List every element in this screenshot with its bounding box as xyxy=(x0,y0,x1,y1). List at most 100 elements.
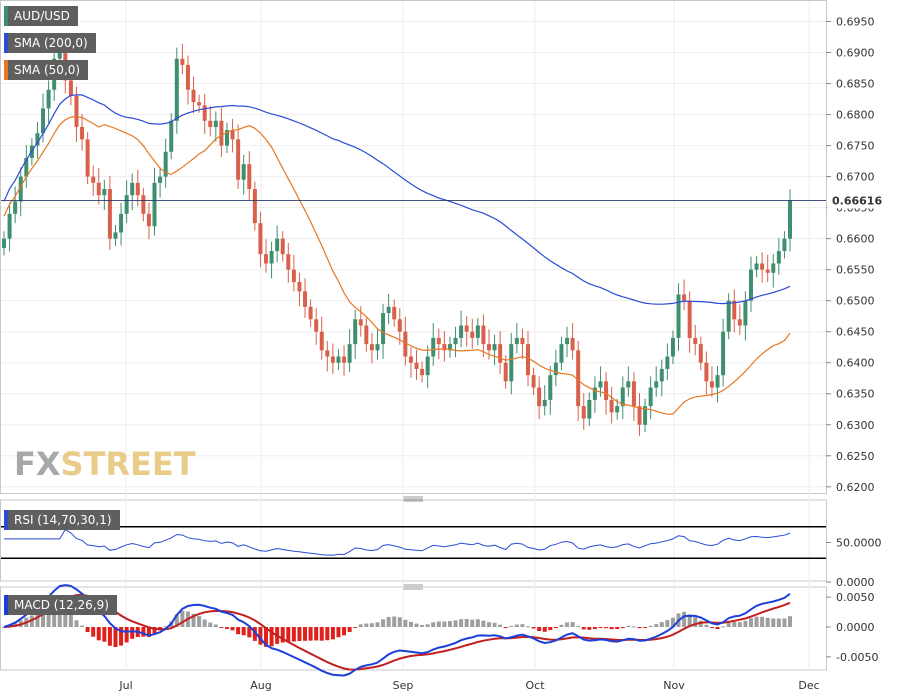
macd-histogram-bar xyxy=(637,627,642,629)
candle-body xyxy=(169,120,174,152)
legend-swatch-sma-200 xyxy=(4,33,8,53)
y-tick-label: 0.6350 xyxy=(836,388,875,401)
x-tick-label: Nov xyxy=(663,679,685,692)
macd-histogram-bar xyxy=(85,627,90,633)
candle-body xyxy=(414,362,419,369)
candle-body xyxy=(41,108,46,134)
macd-label: MACD (12,26,9) xyxy=(4,595,117,615)
candle-body xyxy=(693,337,698,345)
candle-body xyxy=(124,195,129,214)
macd-histogram-bar xyxy=(397,617,402,628)
macd-histogram-bar xyxy=(303,627,308,641)
macd-histogram-bar xyxy=(369,623,374,628)
macd-histogram-bar xyxy=(63,610,68,628)
candle-body xyxy=(431,337,436,357)
candle-body xyxy=(174,58,179,121)
candle-body xyxy=(760,263,765,270)
macd-histogram-bar xyxy=(96,627,101,641)
candle-body xyxy=(353,319,358,345)
macd-histogram-bar xyxy=(498,624,503,628)
candle-body xyxy=(381,313,386,345)
candle-body xyxy=(743,300,748,326)
macd-histogram-bar xyxy=(670,617,675,628)
macd-histogram-bar xyxy=(626,625,631,628)
macd-histogram-bar xyxy=(264,627,268,647)
price-panel-frame xyxy=(0,0,827,494)
macd-histogram-bar xyxy=(693,617,698,628)
x-tick-label: Dec xyxy=(798,679,819,692)
candle-body xyxy=(308,306,313,320)
candle-body xyxy=(715,375,720,388)
candle-body xyxy=(24,157,29,177)
macd-histogram-bar xyxy=(74,620,79,628)
macd-histogram-bar xyxy=(80,625,85,628)
candle-body xyxy=(330,356,335,363)
candle-body xyxy=(236,139,241,180)
candle-body xyxy=(637,406,642,425)
macd-histogram-bar xyxy=(180,610,185,628)
candle-body xyxy=(631,381,636,407)
macd-histogram-bar xyxy=(687,614,692,628)
macd-histogram-bar xyxy=(715,627,720,629)
y-tick-label: 0.6550 xyxy=(836,264,875,277)
macd-histogram-bar xyxy=(35,613,40,628)
legend-label: SMA (50,0) xyxy=(14,63,81,77)
macd-histogram-bar xyxy=(604,627,609,629)
macd-histogram-bar xyxy=(481,620,486,628)
macd-panel-frame xyxy=(0,586,827,671)
macd-histogram-bar xyxy=(537,627,542,631)
macd-histogram-bar xyxy=(29,615,34,628)
candle-body xyxy=(13,201,18,214)
candle-body xyxy=(442,344,447,351)
candle-body xyxy=(481,325,486,345)
macd-histogram-bar xyxy=(475,619,480,628)
candle-body xyxy=(676,294,681,338)
macd-histogram-bar xyxy=(531,627,536,629)
candle-body xyxy=(470,331,475,338)
candle-body xyxy=(665,356,670,369)
y-tick-label: 0.6300 xyxy=(836,419,875,432)
candle-body xyxy=(7,213,12,239)
candle-body xyxy=(252,189,257,224)
macd-histogram-bar xyxy=(202,619,207,628)
macd-swatch xyxy=(4,595,8,615)
macd-histogram-bar xyxy=(592,627,597,629)
macd-histogram-bar xyxy=(130,627,135,639)
candle-body xyxy=(303,291,308,307)
x-tick-label: Oct xyxy=(525,679,545,692)
candle-body xyxy=(364,325,369,345)
macd-histogram-bar xyxy=(526,626,530,628)
candle-body xyxy=(135,182,140,196)
macd-histogram-bar xyxy=(609,627,614,630)
y-tick-label: 0.6950 xyxy=(836,16,875,29)
candle-body xyxy=(319,331,324,351)
macd-tick-label: 0.0050 xyxy=(836,591,875,604)
macd-histogram-bar xyxy=(464,619,469,628)
rsi-swatch xyxy=(4,510,8,530)
candle-body xyxy=(776,251,781,264)
macd-line xyxy=(3,584,791,677)
candle-body xyxy=(598,381,603,388)
candle-body xyxy=(291,269,296,283)
x-tick-label: Sep xyxy=(393,679,414,692)
macd-histogram-bar xyxy=(46,610,51,628)
macd-histogram-bar xyxy=(748,618,753,628)
rsi-tick-label: 50.0000 xyxy=(836,537,882,550)
candle-body xyxy=(68,80,73,96)
candle-body xyxy=(375,344,380,351)
macd-histogram-bar xyxy=(124,627,129,643)
candle-body xyxy=(113,232,118,239)
candle-body xyxy=(2,238,6,248)
macd-histogram-bar xyxy=(576,626,581,628)
macd-histogram-bar xyxy=(721,626,726,628)
candle-body xyxy=(146,213,151,227)
macd-histogram-bar xyxy=(581,627,586,630)
candle-body xyxy=(85,139,90,177)
macd-histogram-bar xyxy=(91,627,96,637)
candle-body xyxy=(325,350,330,357)
macd-histogram-bar xyxy=(213,624,218,628)
macd-histogram-bar xyxy=(174,614,179,628)
macd-histogram-bar xyxy=(57,607,62,628)
macd-histogram-bar xyxy=(208,622,213,628)
